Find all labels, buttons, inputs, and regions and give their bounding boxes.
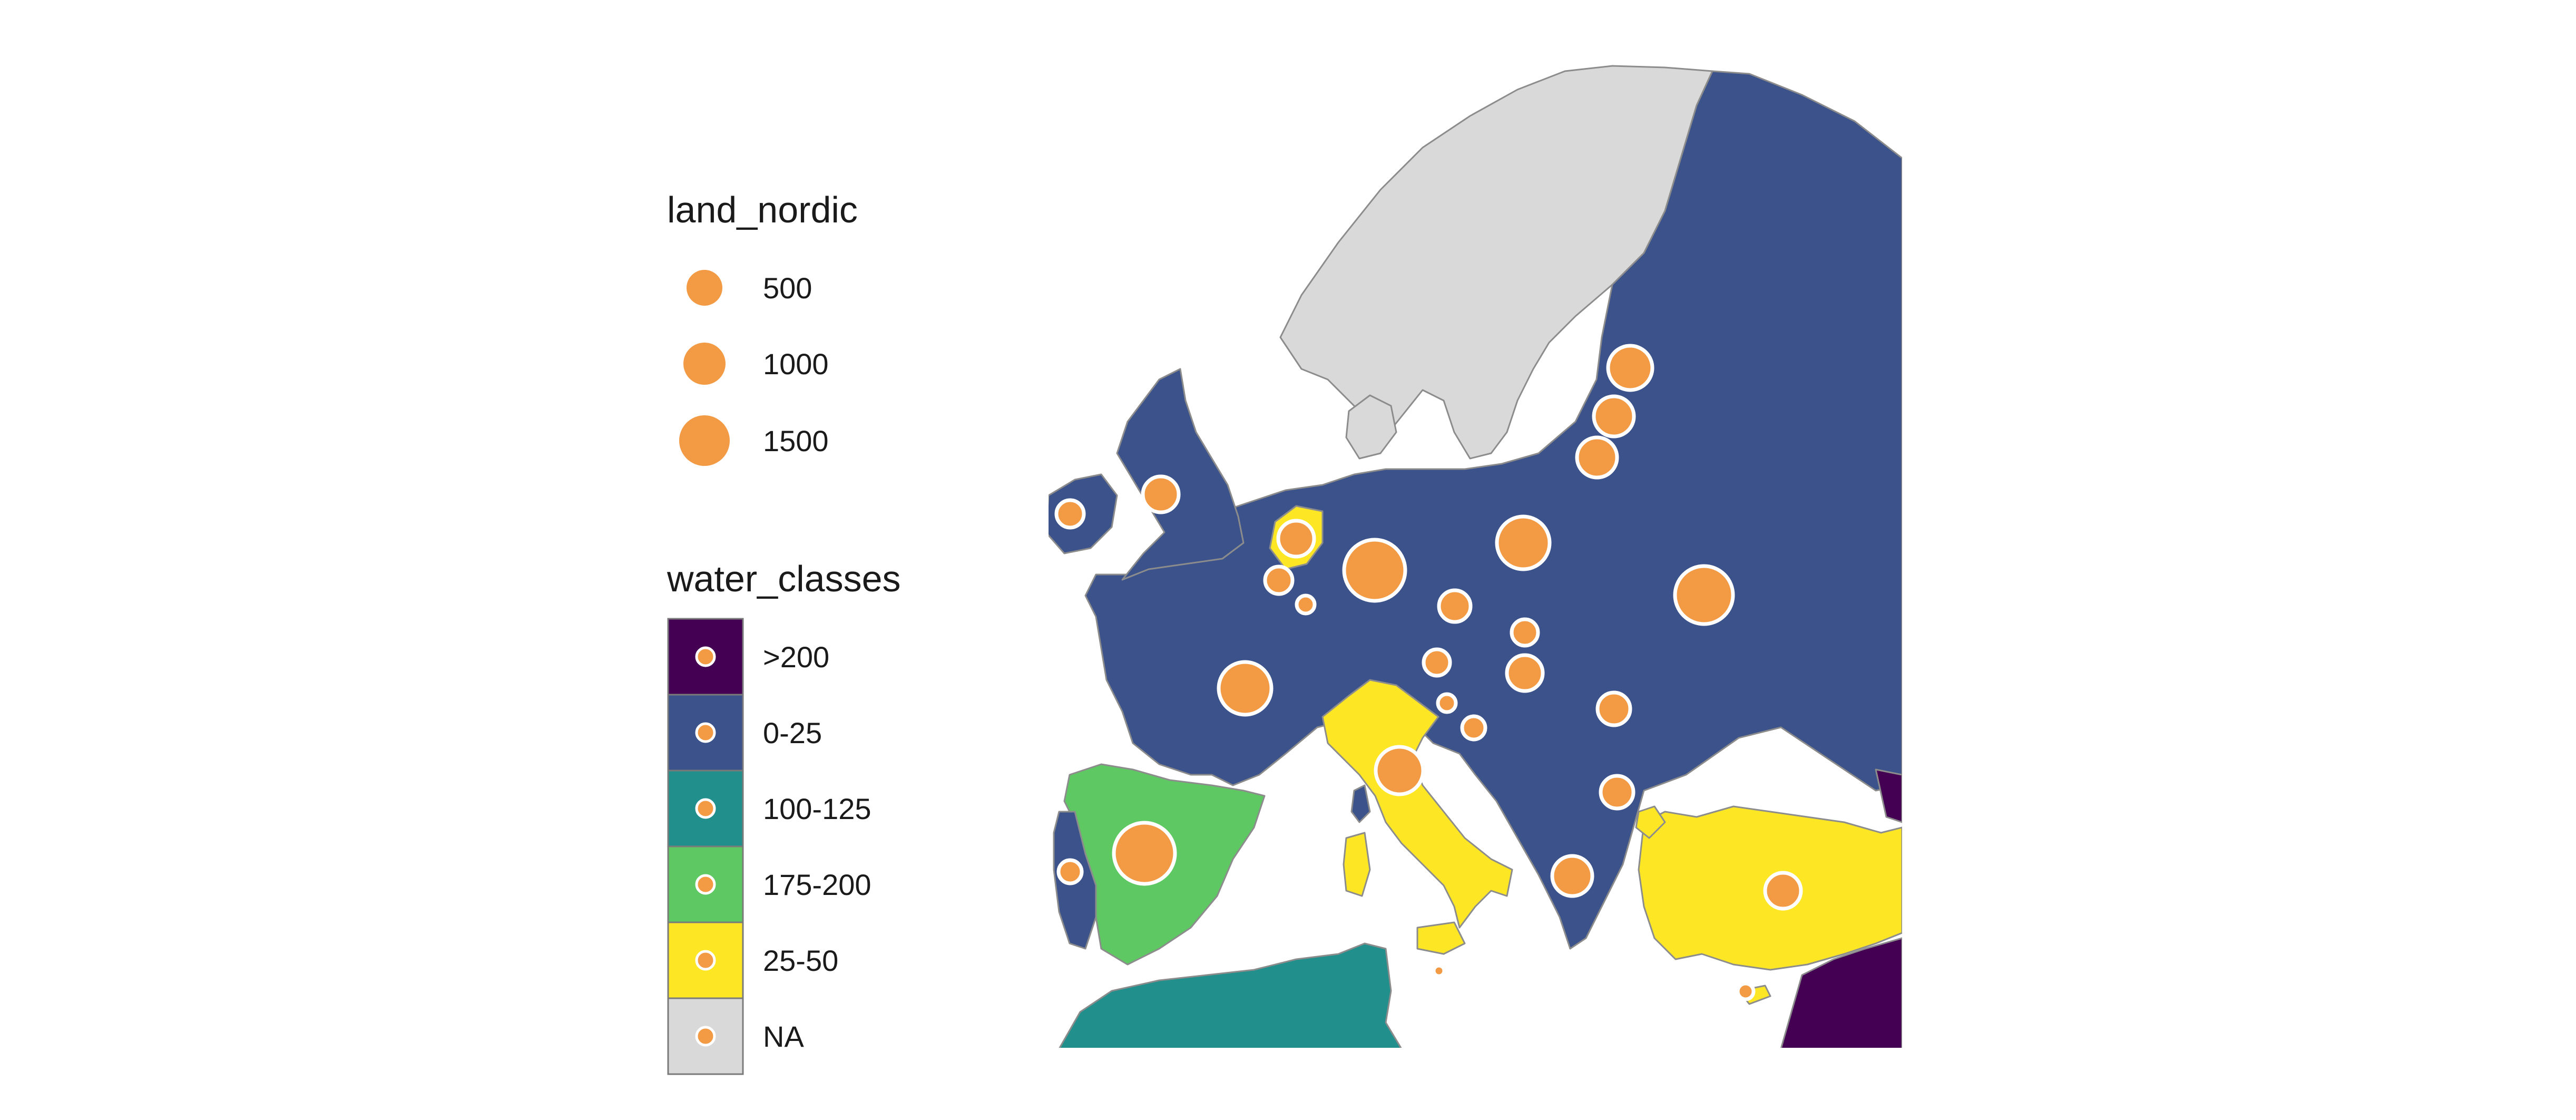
corsica bbox=[1350, 784, 1371, 823]
caucasus-gt200 bbox=[1875, 768, 1902, 823]
fill-legend-item: 25-50 bbox=[667, 921, 838, 999]
size-legend: land_nordic 500 1000 1500 bbox=[667, 189, 858, 466]
map-bubble bbox=[1736, 981, 1756, 1001]
sicily bbox=[1416, 921, 1466, 955]
middle-east-gt200 bbox=[1780, 937, 1902, 1048]
map-bubble bbox=[1606, 344, 1654, 392]
map-bubble bbox=[1054, 498, 1086, 530]
map-bubble bbox=[1112, 821, 1177, 886]
fill-legend-label: NA bbox=[763, 1020, 804, 1053]
swatch-bubble bbox=[695, 950, 716, 971]
fill-legend-title: water_classes bbox=[667, 558, 901, 599]
map-bubble bbox=[1056, 858, 1084, 885]
fill-legend-label: >200 bbox=[763, 640, 829, 674]
map-bubble bbox=[1342, 538, 1407, 603]
map-bubble bbox=[1422, 647, 1452, 678]
map bbox=[1049, 65, 1902, 1048]
map-bubble bbox=[1510, 617, 1540, 648]
swatch-bubble bbox=[695, 1026, 716, 1047]
map-bubble bbox=[1460, 714, 1487, 742]
bubble-layer bbox=[1054, 344, 1803, 1001]
size-legend-title: land_nordic bbox=[667, 189, 858, 230]
size-legend-item: 500 bbox=[687, 270, 812, 306]
map-bubble bbox=[1295, 593, 1317, 616]
fill-legend-label: 25-50 bbox=[763, 944, 838, 977]
map-bubble bbox=[1263, 564, 1295, 596]
fill-legend: water_classes >200 0-25 100-125 175-200 … bbox=[667, 558, 901, 1075]
fill-legend-label: 0-25 bbox=[763, 716, 822, 749]
fill-legend-label: 175-200 bbox=[763, 868, 871, 901]
size-legend-label: 1000 bbox=[763, 347, 829, 381]
map-bubble bbox=[1550, 854, 1594, 898]
swatch-bubble bbox=[695, 722, 716, 743]
size-key-bubble bbox=[687, 270, 722, 306]
map-bubble bbox=[1575, 435, 1619, 480]
size-legend-item: 1500 bbox=[679, 415, 829, 466]
fill-legend-item: 0-25 bbox=[667, 694, 822, 772]
sardinia bbox=[1343, 832, 1371, 897]
swatch-bubble bbox=[695, 874, 716, 895]
fill-legend-item: >200 bbox=[667, 618, 829, 696]
fill-legend-label: 100-125 bbox=[763, 792, 871, 825]
map-bubble bbox=[1592, 394, 1636, 439]
size-legend-item: 1000 bbox=[683, 343, 829, 385]
north-africa bbox=[1059, 942, 1402, 1048]
map-bubble bbox=[1673, 564, 1735, 626]
map-bubble bbox=[1437, 588, 1473, 624]
fill-legend-item: NA bbox=[667, 997, 804, 1075]
denmark-na bbox=[1345, 394, 1397, 460]
map-bubble bbox=[1276, 519, 1316, 559]
swatch-bubble bbox=[695, 646, 716, 667]
size-legend-label: 500 bbox=[763, 271, 812, 305]
size-key-bubble bbox=[679, 415, 730, 466]
map-bubble bbox=[1505, 653, 1545, 693]
map-bubble bbox=[1436, 692, 1458, 714]
fill-legend-item: 100-125 bbox=[667, 770, 871, 848]
great-britain bbox=[1116, 368, 1245, 581]
map-bubble bbox=[1217, 660, 1274, 717]
fill-legend-item: 175-200 bbox=[667, 845, 871, 923]
map-bubble bbox=[1432, 963, 1446, 978]
map-bubble bbox=[1763, 871, 1803, 911]
italy bbox=[1321, 679, 1513, 929]
map-bubble bbox=[1495, 514, 1552, 571]
swatch-bubble bbox=[695, 798, 716, 819]
map-bubble bbox=[1599, 774, 1635, 811]
map-bubble bbox=[1595, 690, 1632, 727]
map-bubble bbox=[1374, 745, 1425, 796]
map-bubble bbox=[1141, 474, 1181, 514]
size-key-bubble bbox=[683, 343, 726, 385]
turkey-thrace bbox=[1635, 805, 1666, 839]
size-legend-label: 1500 bbox=[763, 424, 829, 457]
